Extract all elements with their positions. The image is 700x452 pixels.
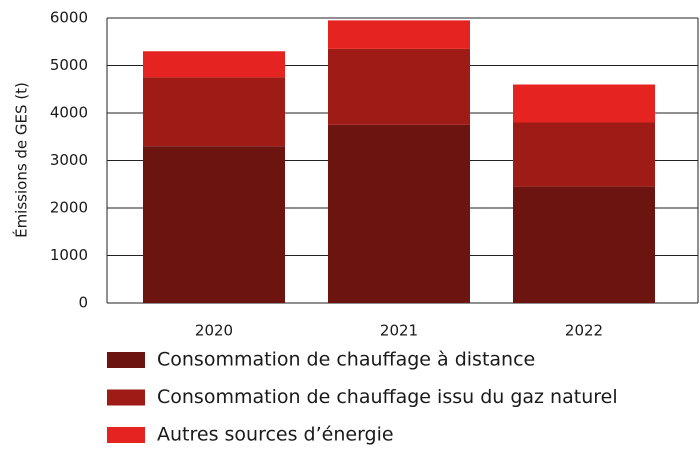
x-tick-label: 2022 xyxy=(565,322,603,340)
bar-segment xyxy=(513,84,655,123)
legend-swatch xyxy=(107,389,145,406)
y-tick-label: 3000 xyxy=(50,151,88,169)
y-tick-label: 6000 xyxy=(50,9,88,27)
legend-label: Autres sources d’énergie xyxy=(157,424,394,446)
bar-segment xyxy=(328,48,470,125)
y-tick-label: 5000 xyxy=(50,56,88,74)
y-tick-label: 2000 xyxy=(50,199,88,217)
legend-label: Consommation de chauffage à distance xyxy=(157,349,535,371)
legend-swatch xyxy=(107,427,145,443)
bar-segment xyxy=(513,186,655,303)
bar-segment xyxy=(513,122,655,187)
y-axis-label: Émissions de GES (t) xyxy=(12,82,31,238)
y-tick-label: 4000 xyxy=(50,104,88,122)
y-tick-label: 0 xyxy=(78,294,88,312)
bar-segment xyxy=(143,51,285,78)
bar-segment xyxy=(328,20,470,49)
legend-swatch xyxy=(107,352,145,368)
bar-segment xyxy=(328,124,470,303)
bar-segment xyxy=(143,146,285,303)
x-tick-label: 2020 xyxy=(195,322,233,340)
x-tick-label: 2021 xyxy=(380,322,418,340)
bar-segment xyxy=(143,77,285,147)
legend-label: Consommation de chauffage issu du gaz na… xyxy=(157,386,618,408)
y-tick-label: 1000 xyxy=(50,246,88,264)
